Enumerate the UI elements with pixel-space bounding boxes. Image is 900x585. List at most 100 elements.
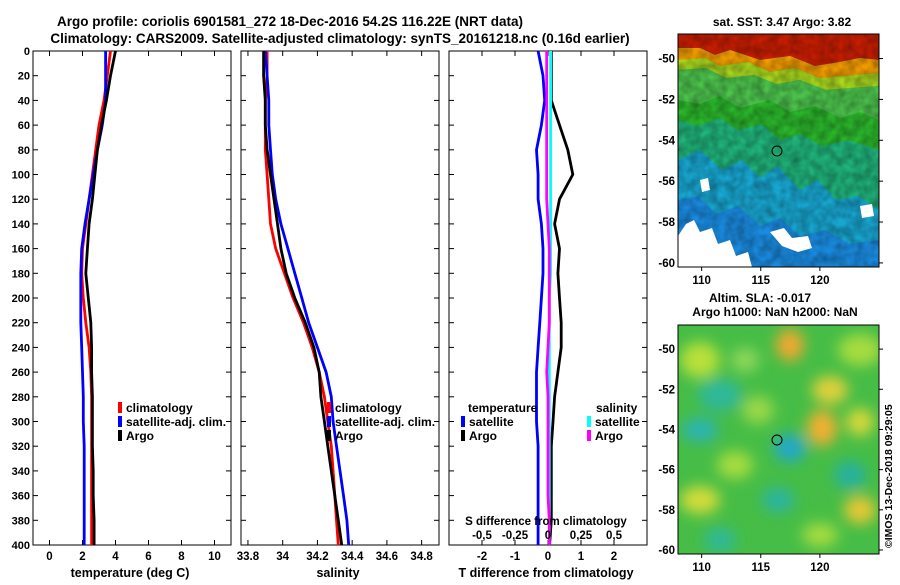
depth-tick-label: 220	[12, 318, 30, 330]
legend-swatch-satellite	[118, 416, 122, 427]
sst-map-frame	[677, 33, 880, 268]
legend-title-salinity: salinity	[596, 401, 638, 415]
map-y-tick-label: -54	[658, 135, 675, 147]
depth-tick-label: 280	[12, 392, 30, 404]
difference-top-xlabel: S difference from climatology	[465, 516, 627, 528]
map-x-tick-label: 110	[692, 562, 711, 574]
depth-axis: 0 20 40 60 80 100 120 140 160 180 200 220 240 260 280 3…	[12, 46, 30, 552]
sla-argo-marker	[771, 434, 783, 446]
depth-tick-label: 0	[24, 46, 30, 58]
x-tick-label: 33.8	[237, 551, 260, 563]
depth-tick-label: 340	[12, 466, 30, 478]
sst-map	[678, 34, 879, 267]
legend-label-climatology: climatology	[126, 401, 193, 415]
legend-label-climatology: climatology	[335, 401, 402, 415]
temperature-legend: climatology satellite-adj. clim. Argo	[118, 401, 226, 443]
map-y-tick-label: -52	[658, 94, 675, 106]
legend-swatch-t-satellite	[461, 416, 465, 427]
x-tick-label: 34	[276, 551, 289, 563]
legend-label-argo: Argo	[126, 429, 154, 443]
imos-watermark: ©IMOS 13-Dec-2018 09:29:05	[883, 404, 895, 548]
header-line2: Climatology: CARS2009. Satellite-adjuste…	[50, 31, 629, 46]
legend-label-satellite: satellite-adj. clim.	[126, 415, 226, 429]
legend-swatch-argo	[327, 430, 331, 441]
legend-swatch-climatology	[118, 402, 122, 413]
series-line-argo	[262, 51, 344, 546]
sla-map-title-line2: Argo h1000: NaN h2000: NaN	[692, 305, 857, 319]
sst-map-title: sat. SST: 3.47 Argo: 3.82	[713, 15, 852, 29]
difference-legend: temperature satellite Argo salinity sate…	[461, 401, 640, 443]
legend-swatch-argo	[118, 430, 122, 441]
depth-tick-label: 20	[18, 71, 30, 83]
x-tick-label: 10	[208, 551, 221, 563]
legend-title-temperature: temperature	[468, 401, 538, 415]
x-tick-label: 2	[79, 551, 85, 563]
x-tick-label: 0	[46, 551, 52, 563]
x-tick-label-top: 0,25	[570, 530, 593, 542]
map-x-tick-label: 120	[810, 562, 829, 574]
temperature-xlabel: temperature (deg C)	[71, 566, 190, 580]
x-tick-label-top: -0,25	[502, 530, 529, 542]
header-line1: Argo profile: coriolis 6901581_272 18-De…	[57, 14, 523, 29]
legend-swatch-climatology	[327, 402, 331, 413]
salinity-xlabel: salinity	[316, 566, 359, 580]
map-y-tick-label: -54	[658, 424, 675, 436]
series-line-climatology	[80, 50, 112, 545]
sst-argo-marker	[771, 145, 783, 157]
x-tick-label: 2	[611, 551, 617, 563]
x-tick-label-top: 0	[545, 530, 551, 542]
depth-tick-label: 80	[18, 145, 30, 157]
difference-xlabel: T difference from climatology	[458, 566, 633, 580]
x-tick-label-top: -0,5	[472, 530, 492, 542]
x-tick-label: -1	[510, 551, 521, 563]
depth-tick-label: 360	[12, 491, 30, 503]
depth-tick-label: 400	[12, 540, 30, 552]
map-y-tick-label: -50	[658, 54, 675, 66]
x-tick-label: -2	[477, 551, 487, 563]
depth-tick-label: 40	[18, 95, 30, 107]
x-tick-label: 0	[545, 551, 551, 563]
legend-swatch-t-argo	[461, 430, 465, 441]
sla-map-axes: 110 115 120 -50 -52 -54 -56 -58 -60	[658, 344, 883, 574]
map-y-tick-label: -58	[658, 217, 675, 229]
salinity-legend: climatology satellite-adj. clim. Argo	[327, 401, 435, 443]
legend-swatch-s-argo	[587, 430, 591, 441]
x-tick-label: 4	[112, 551, 119, 563]
map-y-tick-label: -56	[658, 176, 675, 188]
depth-tick-label: 260	[12, 367, 30, 379]
legend-label-t-satellite: satellite	[469, 415, 514, 429]
depth-tick-label: 100	[12, 170, 30, 182]
map-y-tick-label: -60	[658, 545, 675, 557]
depth-tick-label: 140	[12, 219, 30, 231]
series-line-satellite-adj-clim-	[263, 50, 351, 546]
x-tick-label: 34.2	[306, 551, 328, 563]
depth-tick-label: 380	[12, 515, 30, 527]
salinity-panel: 33.8 34 34.2 34.4 34.6 34.8	[237, 50, 439, 563]
series-line-argo	[84, 50, 117, 545]
map-x-tick-label: 120	[810, 275, 829, 287]
map-y-tick-label: -56	[658, 465, 675, 477]
depth-tick-label: 320	[12, 441, 30, 453]
series-line-t-satellite	[535, 50, 547, 545]
map-x-tick-label: 115	[751, 275, 770, 287]
map-y-tick-label: -52	[658, 384, 675, 396]
legend-label-s-satellite: satellite	[595, 415, 640, 429]
series-line-s-argo	[545, 51, 551, 545]
legend-label-t-argo: Argo	[469, 429, 497, 443]
x-tick-label: 34.8	[410, 551, 433, 563]
sla-map-frame	[677, 324, 880, 555]
legend-label-satellite: satellite-adj. clim.	[335, 415, 435, 429]
map-x-tick-label: 115	[751, 562, 770, 574]
sla-map-title-line1: Altim. SLA: -0.017	[709, 291, 811, 305]
map-y-tick-label: -58	[658, 505, 675, 517]
legend-swatch-s-satellite	[587, 416, 591, 427]
x-tick-label: 8	[178, 551, 185, 563]
sst-map-axes: 110 115 120 -50 -52 -54 -56 -58 -60	[658, 54, 883, 287]
depth-tick-label: 240	[12, 342, 30, 354]
depth-tick-label: 180	[12, 268, 30, 280]
x-tick-label: 6	[145, 551, 151, 563]
difference-panel: -2 -1 0 1 2 -0,5 -0,25 0 0,25 0,5	[449, 50, 647, 563]
depth-tick-label: 300	[12, 417, 30, 429]
depth-tick-label: 200	[12, 293, 30, 305]
